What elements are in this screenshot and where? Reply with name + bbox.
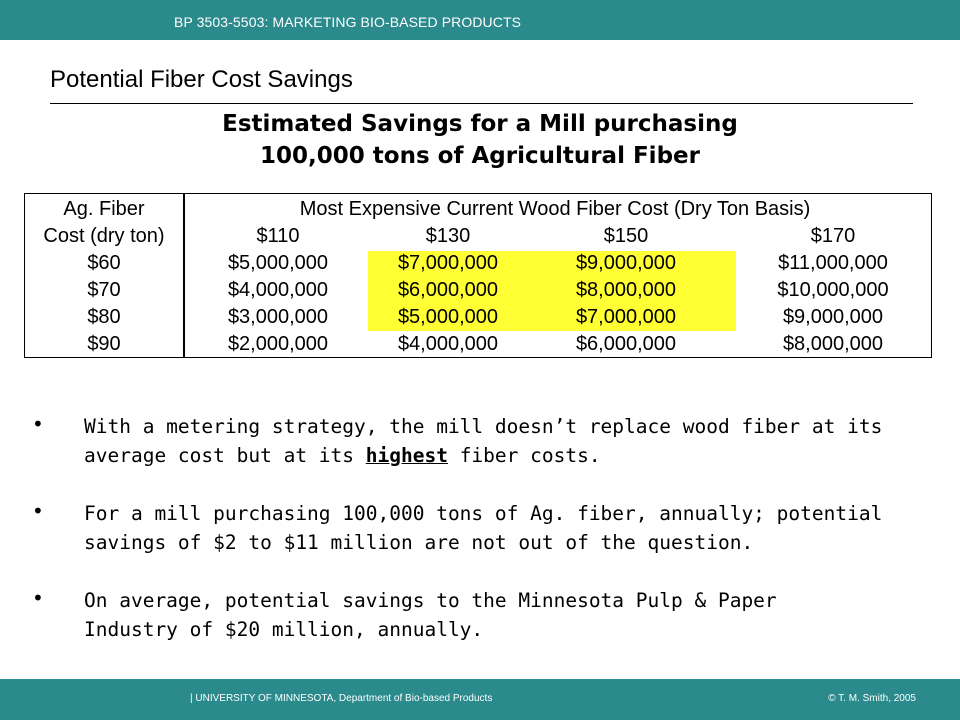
table-cell: $4,000,000 [397, 333, 499, 355]
footer-copyright: © T. M. Smith, 2005 [828, 693, 916, 704]
course-title: BP 3503-5503: MARKETING BIO-BASED PRODUC… [174, 14, 522, 30]
table-cell: $3,000,000 [227, 306, 329, 328]
table-cell: $11,000,000 [778, 252, 888, 274]
bullet-text: For a mill purchasing 100,000 tons of Ag… [84, 502, 883, 525]
group-header: Most Expensive Current Wood Fiber Cost (… [299, 198, 811, 220]
table-cell: $8,000,000 [575, 279, 677, 301]
column-header: $170 [810, 225, 856, 247]
footer-department: | UNIVERSITY OF MINNESOTA, Department of… [190, 693, 493, 704]
table-cell: $9,000,000 [575, 252, 677, 274]
table-cell: $5,000,000 [397, 306, 499, 328]
bullet-text: With a metering strategy, the mill doesn… [84, 415, 883, 438]
row-header-label-2: Cost (dry ton) [43, 225, 165, 247]
bullet-dot-icon: • [32, 586, 44, 610]
table-cell: $5,000,000 [227, 252, 329, 274]
table-cell: $6,000,000 [397, 279, 499, 301]
table-cell: $8,000,000 [782, 333, 884, 355]
bullet-text: savings of $2 to $11 million are not out… [84, 531, 754, 554]
table-cell: $7,000,000 [575, 306, 677, 328]
highlighted-cells [368, 251, 736, 331]
top-banner: BP 3503-5503: MARKETING BIO-BASED PRODUC… [0, 0, 960, 40]
table-heading-line-1: Estimated Savings for a Mill purchasing [222, 111, 738, 137]
emphasis-highest: highest [365, 444, 448, 467]
footer-banner: | UNIVERSITY OF MINNESOTA, Department of… [0, 679, 960, 720]
row-label: $90 [87, 333, 121, 355]
row-label: $80 [87, 306, 121, 328]
bullet-dot-icon: • [32, 499, 44, 523]
bullet-text: Industry of $20 million, annually. [84, 618, 484, 641]
table-cell: $9,000,000 [782, 306, 884, 328]
row-label: $70 [87, 279, 121, 301]
bullet-text: On average, potential savings to the Min… [84, 589, 777, 612]
table-heading-line-2: 100,000 tons of Agricultural Fiber [260, 143, 700, 169]
bullet-dot-icon: • [32, 412, 44, 436]
table-column-divider [183, 194, 185, 357]
savings-table: Ag. Fiber Cost (dry ton) Most Expensive … [24, 193, 932, 358]
row-header-label-1: Ag. Fiber [63, 198, 145, 220]
table-heading: Estimated Savings for a Mill purchasing … [0, 108, 960, 172]
title-divider [50, 103, 913, 104]
row-label: $60 [87, 252, 121, 274]
table-cell: $7,000,000 [397, 252, 499, 274]
table-cell: $6,000,000 [575, 333, 677, 355]
bullet-text: average cost but at its highest fiber co… [84, 444, 601, 467]
table-cell: $4,000,000 [227, 279, 329, 301]
table-cell: $10,000,000 [777, 279, 889, 301]
column-header: $130 [425, 225, 471, 247]
slide-title: Potential Fiber Cost Savings [50, 66, 353, 93]
column-header: $110 [256, 225, 300, 247]
table-cell: $2,000,000 [227, 333, 329, 355]
column-header: $150 [603, 225, 649, 247]
